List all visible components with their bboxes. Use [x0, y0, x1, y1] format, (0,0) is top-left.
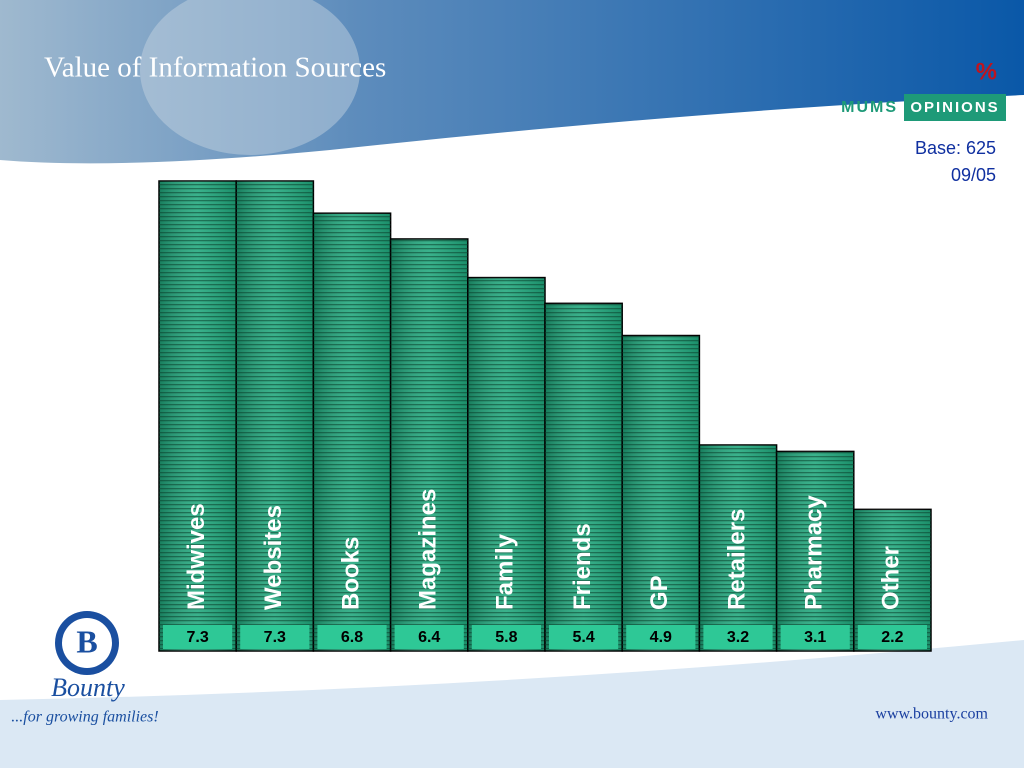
- category-label: Midwives: [183, 503, 210, 610]
- value-label-bg: [317, 625, 387, 649]
- logo-letter: B: [76, 623, 97, 659]
- value-label: 3.1: [804, 629, 826, 646]
- category-label: Magazines: [415, 489, 442, 610]
- category-label: Family: [492, 533, 519, 610]
- url[interactable]: www.bounty.com: [875, 706, 988, 723]
- value-label-bg: [471, 625, 541, 649]
- brand-right: OPINIONS: [910, 99, 999, 116]
- logo-name: Bounty: [51, 673, 125, 702]
- footer-wave: [0, 640, 1024, 768]
- value-label: 5.8: [495, 629, 517, 646]
- value-label-bg: [780, 625, 850, 649]
- date-note: 09/05: [951, 165, 996, 185]
- value-label-bg: [857, 625, 927, 649]
- value-label: 6.8: [341, 629, 363, 646]
- value-label: 7.3: [264, 629, 286, 646]
- category-label: GP: [646, 575, 673, 610]
- value-label-bg: [240, 625, 310, 649]
- category-label: Pharmacy: [801, 495, 828, 610]
- category-label: Books: [337, 537, 364, 610]
- value-label: 2.2: [881, 629, 903, 646]
- value-label-bg: [626, 625, 696, 649]
- category-label: Websites: [260, 505, 287, 610]
- logo-tagline: ...for growing families!: [11, 709, 158, 726]
- value-label: 4.9: [650, 629, 672, 646]
- value-label-bg: [394, 625, 464, 649]
- value-label-bg: [549, 625, 619, 649]
- value-label: 6.4: [418, 629, 440, 646]
- brand-left: MUMS: [841, 99, 898, 116]
- base-note: Base: 625: [915, 138, 996, 158]
- header-band: [0, 0, 1024, 164]
- category-label: Friends: [569, 523, 596, 610]
- value-label-bg: [703, 625, 773, 649]
- value-label: 7.3: [186, 629, 208, 646]
- category-label: Retailers: [723, 509, 750, 610]
- category-label: Other: [878, 546, 905, 610]
- logo-ring: [62, 618, 112, 668]
- value-label: 5.4: [572, 629, 594, 646]
- value-label-bg: [163, 625, 233, 649]
- value-label: 3.2: [727, 629, 749, 646]
- unit-label: %: [976, 58, 997, 85]
- header-photo: [140, 0, 360, 155]
- title: Value of Information Sources: [44, 52, 386, 84]
- brand-box: [904, 94, 1006, 121]
